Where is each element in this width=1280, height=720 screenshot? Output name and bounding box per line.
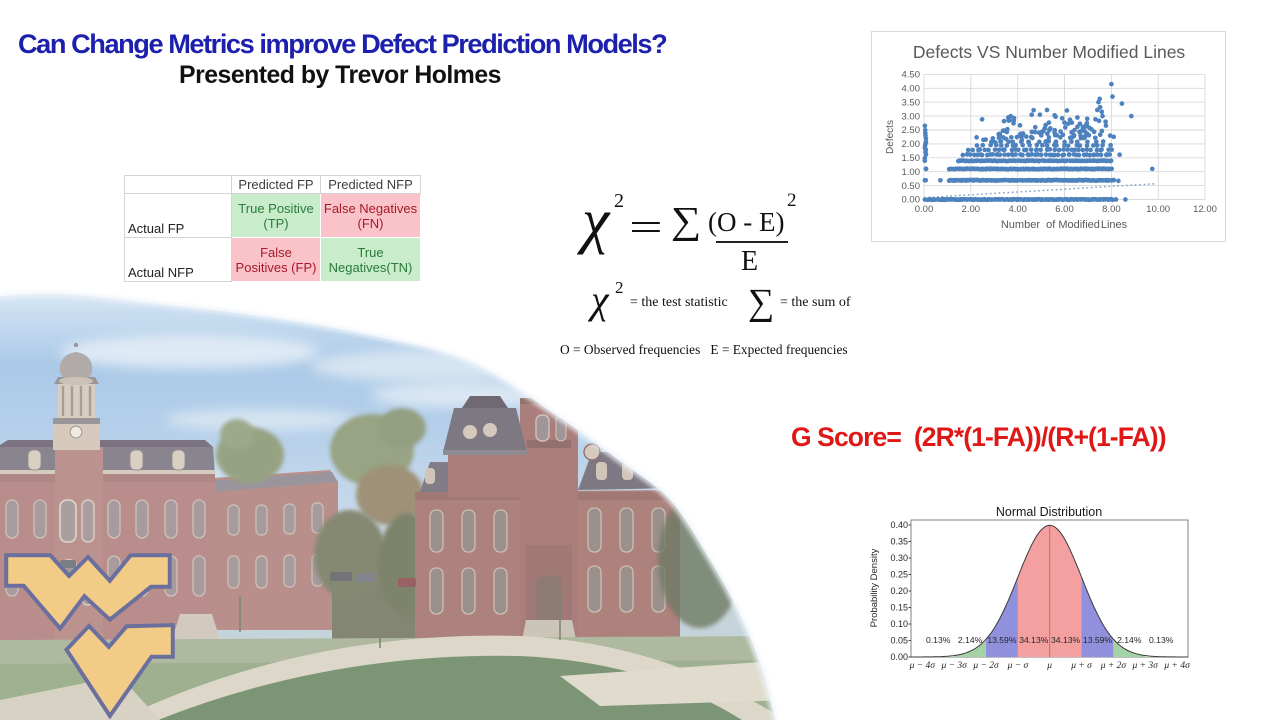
svg-text:2.00: 2.00 [962, 204, 981, 215]
svg-text:0.40: 0.40 [890, 520, 908, 530]
svg-text:6.00: 6.00 [1055, 204, 1074, 215]
svg-text:Normal Distribution: Normal Distribution [996, 505, 1102, 519]
svg-text:0.15: 0.15 [890, 603, 908, 613]
svg-text:3.50: 3.50 [902, 97, 921, 108]
svg-text:0.00: 0.00 [902, 195, 921, 206]
svg-text:0.20: 0.20 [890, 586, 908, 596]
svg-text:μ + 3σ: μ + 3σ [1132, 661, 1159, 671]
svg-text:Defects: Defects [885, 120, 896, 154]
svg-text:μ + 4σ: μ + 4σ [1163, 661, 1190, 671]
svg-text:1.00: 1.00 [902, 167, 921, 178]
svg-text:4.00: 4.00 [902, 84, 921, 95]
svg-text:μ + 2σ: μ + 2σ [1100, 661, 1127, 671]
svg-text:1.50: 1.50 [902, 153, 921, 164]
svg-text:2.14%: 2.14% [1117, 635, 1142, 645]
svg-text:13.59%: 13.59% [987, 635, 1017, 645]
svg-text:0.35: 0.35 [890, 537, 908, 547]
svg-text:2.14%: 2.14% [958, 635, 983, 645]
svg-text:Number of Modified Lines: Number of Modified Lines [1001, 219, 1128, 231]
svg-text:12.00: 12.00 [1193, 204, 1217, 215]
svg-text:0.50: 0.50 [902, 181, 921, 192]
svg-text:4.50: 4.50 [902, 70, 921, 81]
svg-text:0.00: 0.00 [890, 652, 908, 662]
svg-text:0.13%: 0.13% [1149, 635, 1174, 645]
svg-text:0.00: 0.00 [915, 204, 934, 215]
svg-text:2.00: 2.00 [902, 139, 921, 150]
svg-text:μ − 3σ: μ − 3σ [941, 661, 968, 671]
svg-text:0.05: 0.05 [890, 636, 908, 646]
svg-text:4.00: 4.00 [1008, 204, 1027, 215]
svg-text:0.30: 0.30 [890, 553, 908, 563]
svg-text:8.00: 8.00 [1102, 204, 1121, 215]
svg-text:μ: μ [1046, 661, 1052, 671]
svg-text:2.50: 2.50 [902, 125, 921, 136]
svg-text:Defects VS Number Modified Lin: Defects VS Number Modified Lines [913, 42, 1186, 62]
svg-text:0.13%: 0.13% [926, 635, 951, 645]
svg-text:μ − 4σ: μ − 4σ [909, 661, 936, 671]
svg-text:34.13%: 34.13% [1019, 635, 1049, 645]
svg-text:Probability Density: Probability Density [869, 548, 880, 627]
svg-text:μ − σ: μ − σ [1007, 661, 1029, 671]
svg-text:34.13%: 34.13% [1051, 635, 1081, 645]
svg-text:μ + σ: μ + σ [1070, 661, 1092, 671]
svg-text:13.59%: 13.59% [1083, 635, 1113, 645]
svg-text:0.10: 0.10 [890, 619, 908, 629]
svg-text:0.25: 0.25 [890, 570, 908, 580]
svg-text:μ − 2σ: μ − 2σ [972, 661, 999, 671]
svg-text:3.00: 3.00 [902, 111, 921, 122]
svg-text:10.00: 10.00 [1146, 204, 1170, 215]
